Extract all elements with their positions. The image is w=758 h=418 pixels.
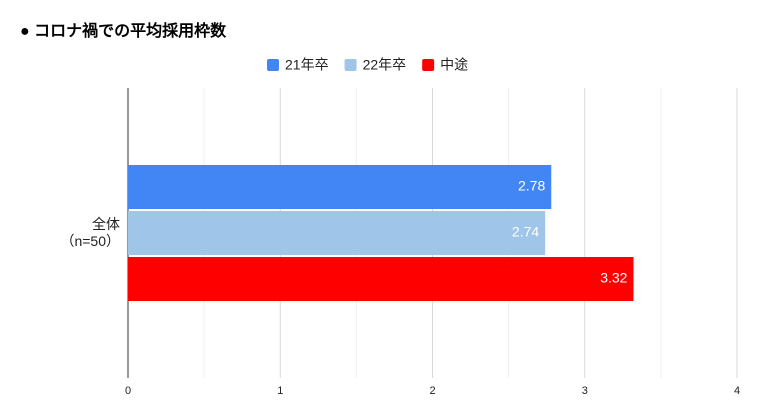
value-label: 3.32 xyxy=(600,270,627,286)
bar xyxy=(128,165,552,209)
chart-title: ● コロナ禍での平均採用枠数 xyxy=(20,21,227,40)
value-label: 2.78 xyxy=(518,178,545,194)
x-tick-label: 3 xyxy=(582,385,588,397)
x-tick-label: 1 xyxy=(277,385,283,397)
legend-swatch xyxy=(422,59,435,71)
x-tick-label: 4 xyxy=(734,385,740,397)
legend-swatch xyxy=(267,59,279,71)
legend-label: 21年卒 xyxy=(285,57,329,73)
legend-label: 22年卒 xyxy=(363,57,407,73)
bar xyxy=(128,211,546,255)
bar xyxy=(128,257,634,301)
x-tick-label: 0 xyxy=(125,385,131,397)
legend-swatch xyxy=(344,59,357,71)
x-tick-label: 2 xyxy=(429,385,435,397)
y-tick-label: 全体 （n=50） xyxy=(60,216,120,249)
legend-label: 中途 xyxy=(440,57,468,73)
value-label: 2.74 xyxy=(512,224,539,240)
